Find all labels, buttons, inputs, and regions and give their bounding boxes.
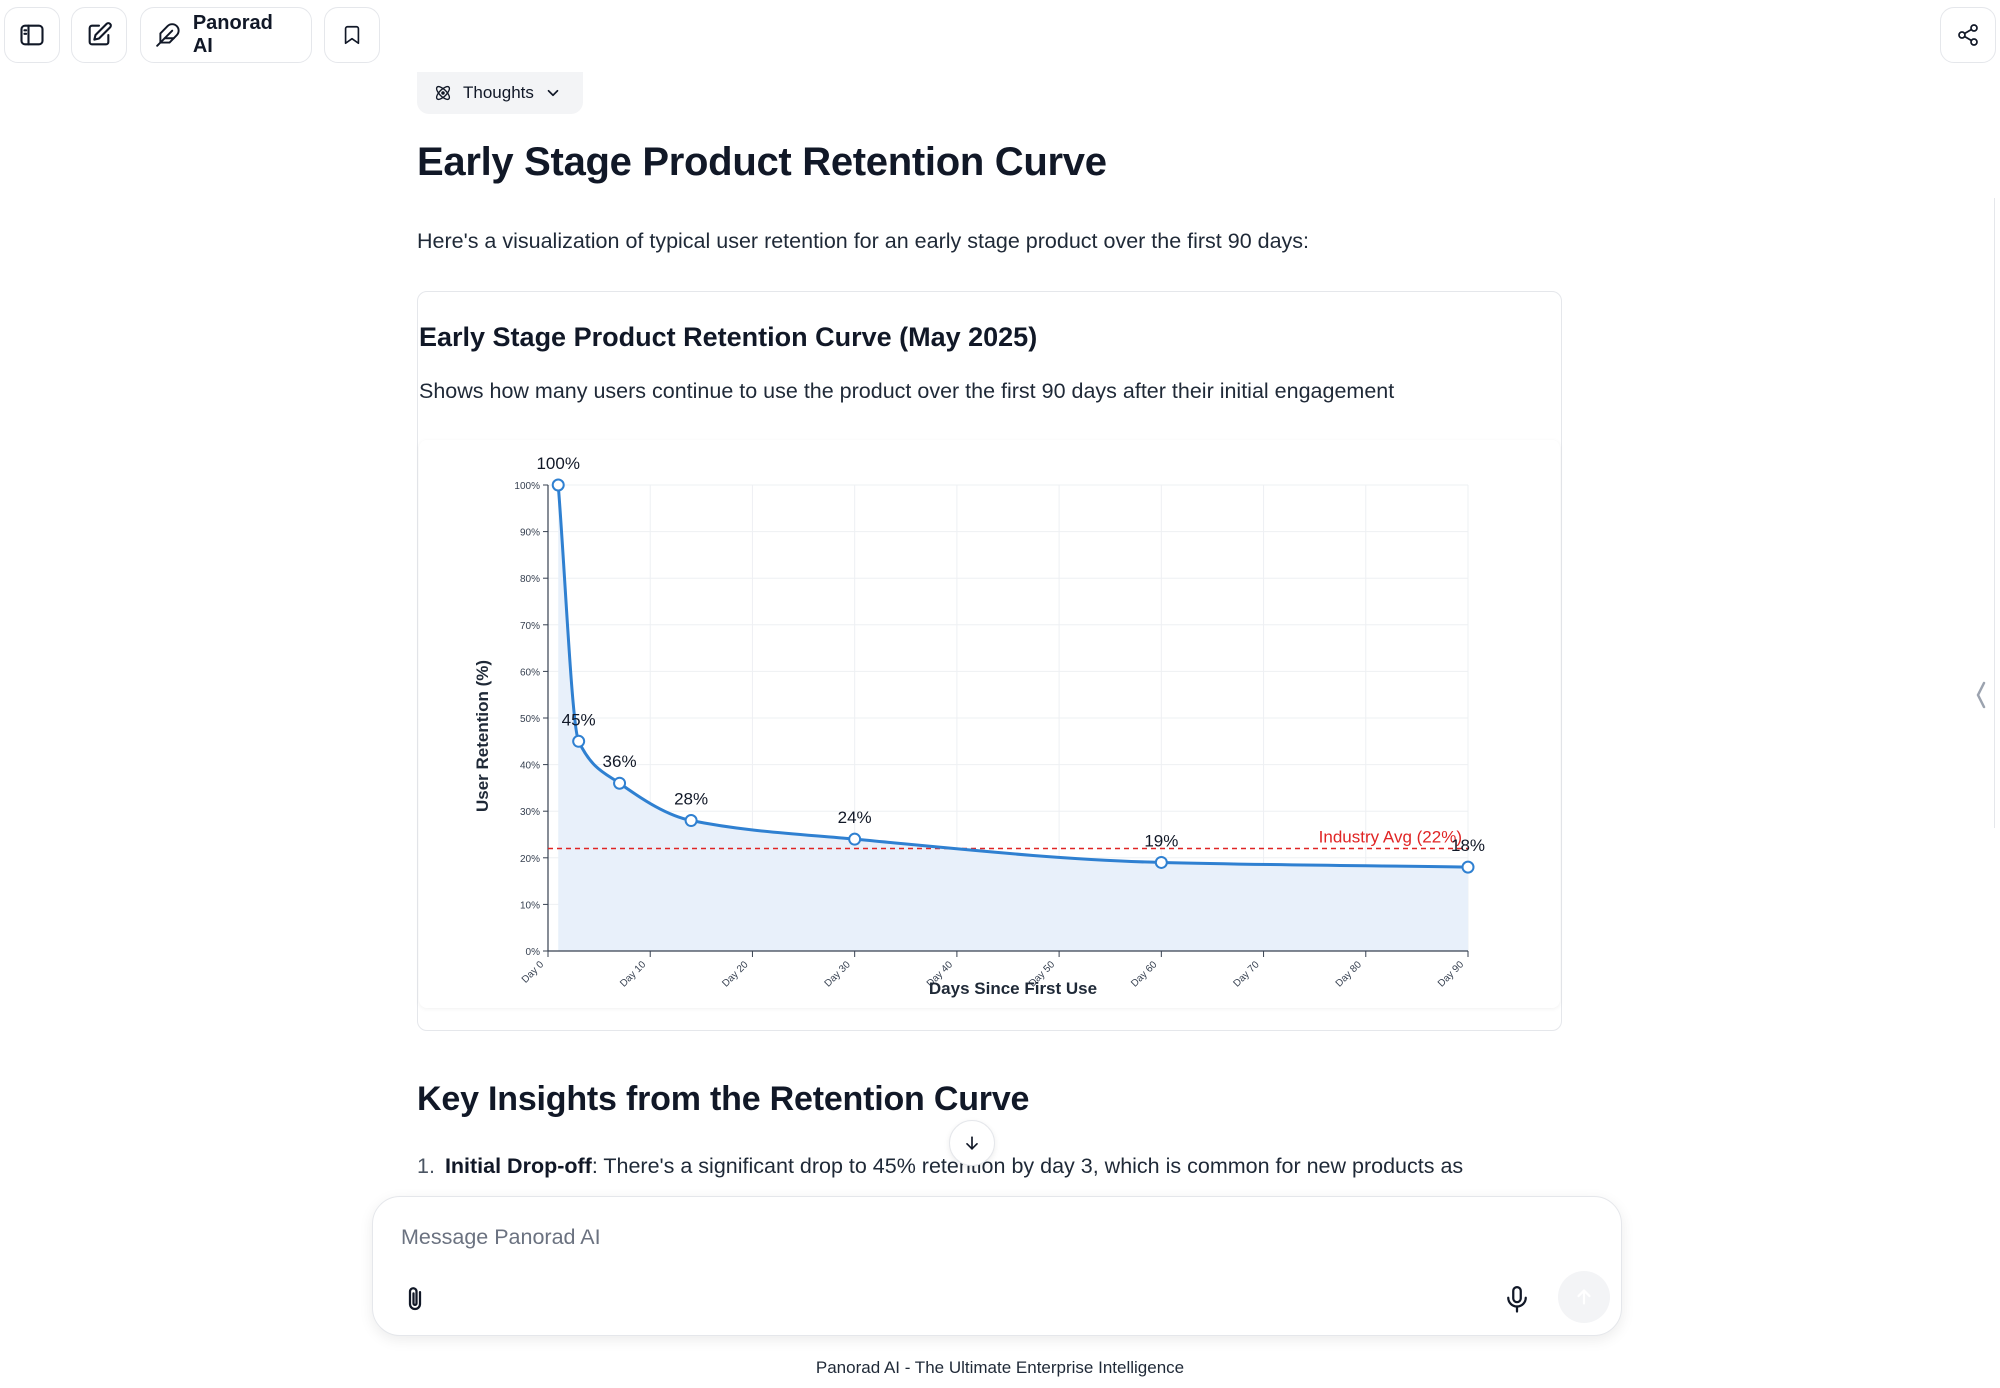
message-input[interactable] [401, 1219, 1401, 1255]
model-selector-button[interactable]: Panorad AI [140, 7, 312, 63]
insights-heading: Key Insights from the Retention Curve [417, 1080, 1030, 1118]
y-tick-label: 10% [520, 900, 540, 911]
x-tick-label: Day 80 [1334, 959, 1364, 989]
send-button[interactable] [1558, 1271, 1610, 1323]
data-point [684, 814, 698, 828]
y-tick-label: 50% [520, 714, 540, 725]
data-label: 19% [1144, 831, 1178, 850]
x-axis-title: Days Since First Use [929, 979, 1097, 998]
thoughts-toggle[interactable]: Thoughts [417, 72, 583, 114]
thoughts-label: Thoughts [463, 83, 534, 102]
scroll-to-bottom-button[interactable] [949, 1120, 995, 1166]
x-tick-label: Day 20 [720, 959, 750, 989]
x-tick-label: Day 60 [1129, 959, 1159, 989]
insight-term: Initial Drop-off [444, 1154, 592, 1178]
industry-average-label: Industry Avg (22%) [1319, 827, 1462, 846]
bookmark-icon [344, 25, 360, 45]
data-label: 18% [1451, 836, 1485, 855]
data-label: 28% [674, 790, 708, 809]
sidebar-icon [20, 24, 44, 46]
y-axis-title: User Retention (%) [473, 660, 492, 812]
chart-panel: 0% 10% 20% 30% 40% 50% 60% 70% 80% 90% 100% Day 0 Da… [419, 440, 1560, 1008]
model-label: Panorad AI [192, 12, 273, 57]
footer-text: Panorad AI - The Ultimate Enterprise Int… [815, 1358, 1185, 1377]
arrow-down-icon [966, 1136, 978, 1150]
data-label: 100% [536, 454, 579, 473]
data-label: 24% [838, 808, 872, 827]
paperclip-icon [408, 1287, 422, 1311]
y-tick-label: 70% [520, 621, 540, 632]
data-point [551, 478, 565, 492]
feather-icon [156, 23, 180, 47]
scrollbar[interactable] [1994, 198, 2000, 828]
x-tick-label: Day 90 [1436, 959, 1466, 989]
x-tick-label: Day 0 [520, 959, 547, 986]
data-point [1461, 860, 1475, 874]
attach-button[interactable] [395, 1279, 435, 1319]
chart-card: Early Stage Product Retention Curve (May… [417, 291, 1562, 1031]
voice-input-button[interactable] [1497, 1279, 1537, 1319]
page-title: Early Stage Product Retention Curve [417, 140, 1107, 184]
data-label: 45% [562, 710, 596, 729]
y-tick-label: 30% [520, 807, 540, 818]
y-tick-label: 40% [520, 761, 540, 772]
list-number: 1. [417, 1154, 435, 1178]
arrow-up-icon [1577, 1289, 1591, 1305]
retention-line [556, 484, 1469, 869]
x-tick-label: Day 10 [618, 959, 648, 989]
toggle-sidebar-button[interactable] [4, 7, 60, 63]
retention-chart: 0% 10% 20% 30% 40% 50% 60% 70% 80% 90% 100% Day 0 Da… [473, 454, 1485, 998]
insight-list-item: 1. Initial Drop-off: There's a significan… [417, 1154, 1463, 1179]
bookmark-button[interactable] [324, 7, 380, 63]
y-tick-label: 90% [520, 528, 540, 539]
x-tick-label: Day 70 [1231, 959, 1261, 989]
data-point [1154, 855, 1168, 869]
y-tick-label: 100% [514, 481, 540, 492]
intro-text: Here's a visualization of typical user r… [417, 229, 1310, 253]
share-button[interactable] [1940, 7, 1996, 63]
y-tick-label: 60% [520, 667, 540, 678]
share-icon [1958, 24, 1978, 46]
microphone-icon [1507, 1286, 1527, 1313]
chart-subtitle: Shows how many users continue to use the… [419, 379, 1395, 403]
edit-icon [88, 22, 112, 46]
data-label: 36% [603, 752, 637, 771]
chart-title: Early Stage Product Retention Curve (May… [419, 322, 1038, 352]
data-point [613, 776, 627, 790]
x-tick-label: Day 30 [823, 959, 853, 989]
insight-text: : There's a significant drop to 45% rete… [591, 1154, 1464, 1178]
y-tick-label: 0% [526, 947, 541, 958]
data-point [848, 832, 862, 846]
message-composer [372, 1196, 1622, 1336]
chevron-down-icon [547, 89, 559, 97]
panel-collapse-handle-icon[interactable] [1974, 680, 1988, 710]
y-tick-label: 80% [520, 574, 540, 585]
atom-icon [435, 85, 451, 101]
y-tick-label: 20% [520, 854, 540, 865]
new-chat-button[interactable] [71, 7, 127, 63]
data-point [572, 734, 586, 748]
